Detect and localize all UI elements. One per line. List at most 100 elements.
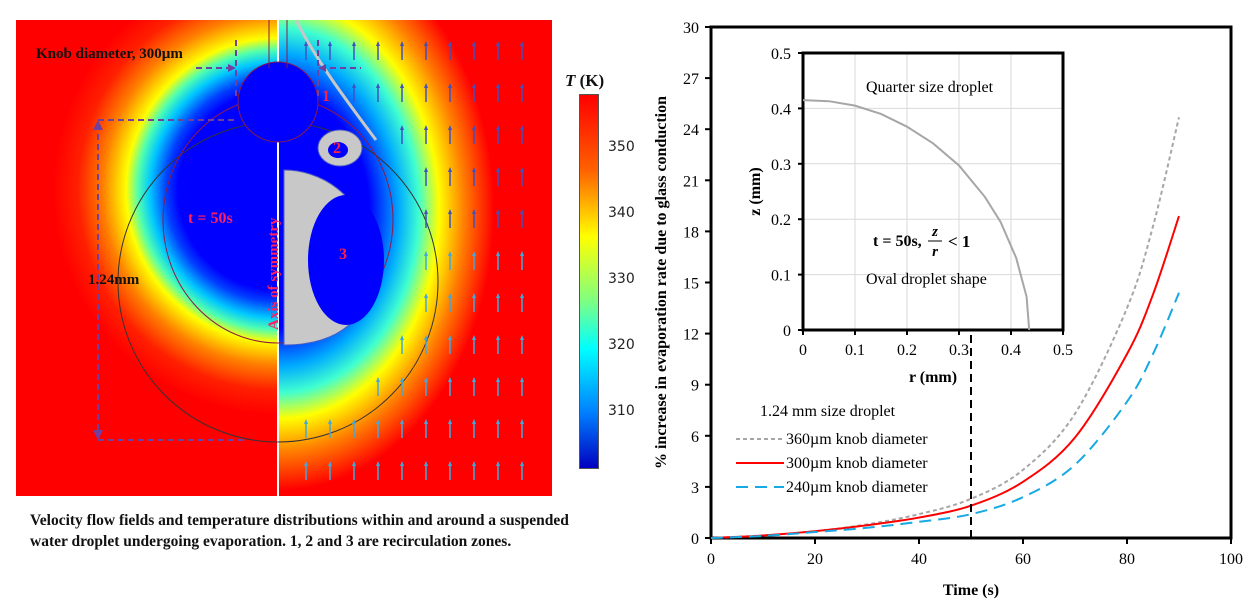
velocity-arrowhead bbox=[472, 293, 476, 298]
velocity-arrowhead bbox=[328, 41, 332, 46]
arrowhead bbox=[93, 120, 103, 130]
x-tick-label: 0 bbox=[707, 551, 715, 568]
velocity-arrowhead bbox=[448, 41, 452, 46]
velocity-arrowhead bbox=[424, 167, 428, 172]
velocity-arrowhead bbox=[352, 461, 356, 466]
velocity-arrowhead bbox=[472, 167, 476, 172]
velocity-arrowhead bbox=[400, 419, 404, 424]
velocity-arrowhead bbox=[352, 41, 356, 46]
legend-title: 1.24 mm size droplet bbox=[760, 403, 896, 420]
velocity-arrowhead bbox=[424, 335, 428, 340]
zone-3-label: 3 bbox=[339, 246, 347, 263]
velocity-arrowhead bbox=[376, 461, 380, 466]
legend-label-1: 300µm knob diameter bbox=[786, 455, 928, 472]
inset-y-axis-label: z (mm) bbox=[747, 167, 764, 215]
velocity-arrowhead bbox=[352, 419, 356, 424]
inset-plot-frame bbox=[801, 51, 1065, 332]
zone-2-label: 2 bbox=[333, 140, 341, 157]
velocity-arrowhead bbox=[472, 335, 476, 340]
y-tick-label: 9 bbox=[691, 378, 699, 395]
velocity-arrowhead bbox=[496, 251, 500, 256]
velocity-arrowhead bbox=[448, 251, 452, 256]
velocity-arrowhead bbox=[520, 209, 524, 214]
velocity-arrowhead bbox=[496, 461, 500, 466]
velocity-arrowhead bbox=[472, 251, 476, 256]
field-overlay bbox=[93, 20, 524, 480]
y-tick-label: 24 bbox=[683, 122, 699, 139]
symmetry-axis-line bbox=[277, 20, 279, 496]
y-tick-label: 12 bbox=[683, 327, 699, 344]
inset-x-tick-label: 0 bbox=[799, 342, 807, 359]
velocity-arrowhead bbox=[424, 251, 428, 256]
velocity-arrowhead bbox=[376, 419, 380, 424]
colorbar-tick: 330 bbox=[608, 271, 635, 287]
velocity-arrowhead bbox=[448, 125, 452, 130]
inset-annotation-time: t = 50s, bbox=[873, 233, 922, 250]
inset-background bbox=[803, 53, 1063, 330]
velocity-arrowhead bbox=[472, 83, 476, 88]
velocity-arrowhead bbox=[376, 41, 380, 46]
velocity-arrowhead bbox=[472, 419, 476, 424]
velocity-arrowhead bbox=[520, 251, 524, 256]
x-tick-label: 100 bbox=[1219, 551, 1243, 568]
velocity-arrowhead bbox=[520, 167, 524, 172]
y-tick-label: 6 bbox=[691, 429, 699, 446]
inset-x-tick-label: 0.4 bbox=[1001, 342, 1021, 359]
velocity-arrowhead bbox=[520, 335, 524, 340]
velocity-arrowhead bbox=[424, 419, 428, 424]
figure-caption: Velocity flow fields and temperature dis… bbox=[30, 512, 569, 550]
y-tick-label: 15 bbox=[683, 276, 699, 293]
velocity-arrowhead bbox=[448, 293, 452, 298]
temperature-colorbar bbox=[579, 94, 599, 469]
zone-1-streamline bbox=[294, 20, 378, 141]
velocity-arrowhead bbox=[496, 167, 500, 172]
velocity-arrowhead bbox=[496, 293, 500, 298]
velocity-arrowhead bbox=[400, 335, 404, 340]
velocity-arrowhead bbox=[496, 83, 500, 88]
droplet-profile-line bbox=[802, 99, 1031, 331]
y-tick-label: 18 bbox=[683, 224, 699, 241]
fraction-denominator: r bbox=[932, 244, 938, 260]
velocity-arrowhead bbox=[496, 335, 500, 340]
y-tick-label: 3 bbox=[691, 480, 699, 497]
velocity-arrowhead bbox=[352, 83, 356, 88]
legend-label-2: 240µm knob diameter bbox=[786, 479, 928, 496]
colorbar-title: T (K) bbox=[565, 71, 605, 90]
inset-title: Quarter size droplet bbox=[866, 79, 994, 96]
colorbar-tick: 350 bbox=[608, 139, 635, 155]
colorbar-tick: 310 bbox=[608, 403, 635, 419]
x-tick-label: 40 bbox=[911, 551, 927, 568]
zone-2-core bbox=[328, 142, 348, 158]
velocity-arrowhead bbox=[376, 83, 380, 88]
arrowhead bbox=[228, 64, 236, 72]
velocity-arrowhead bbox=[520, 461, 524, 466]
y-tick-label: 21 bbox=[683, 173, 699, 190]
inset-y-tick-label: 0.5 bbox=[771, 46, 791, 63]
velocity-arrowhead bbox=[424, 41, 428, 46]
time-label: t = 50s bbox=[188, 210, 233, 227]
velocity-arrowhead bbox=[496, 209, 500, 214]
velocity-arrowhead bbox=[328, 461, 332, 466]
inset-y-tick-label: 0.3 bbox=[771, 157, 791, 174]
velocity-arrowhead bbox=[472, 41, 476, 46]
velocity-arrowhead bbox=[400, 41, 404, 46]
velocity-arrowhead bbox=[400, 83, 404, 88]
velocity-arrowhead bbox=[496, 377, 500, 382]
velocity-arrowhead bbox=[472, 209, 476, 214]
temperature-field-left-half bbox=[16, 20, 277, 496]
velocity-arrowhead bbox=[448, 335, 452, 340]
zone-3-core bbox=[308, 195, 384, 325]
velocity-arrowhead bbox=[424, 461, 428, 466]
y-axis-label: % increase in evaporation rate due to gl… bbox=[653, 96, 670, 469]
inset-annotation-shape: Oval droplet shape bbox=[866, 271, 987, 288]
velocity-arrowhead bbox=[424, 83, 428, 88]
velocity-arrowhead bbox=[520, 83, 524, 88]
x-tick-label: 80 bbox=[1119, 551, 1135, 568]
y-tick-label: 30 bbox=[683, 20, 699, 37]
main-axes: 0 20 40 60 80 100 0 3 6 9 12 15 18 21 24 27 30 Time (s) % … bbox=[653, 20, 1243, 599]
arrowhead bbox=[93, 430, 103, 440]
velocity-arrowhead bbox=[472, 125, 476, 130]
velocity-arrowhead bbox=[520, 377, 524, 382]
inset-x-tick-label: 0.1 bbox=[845, 342, 865, 359]
